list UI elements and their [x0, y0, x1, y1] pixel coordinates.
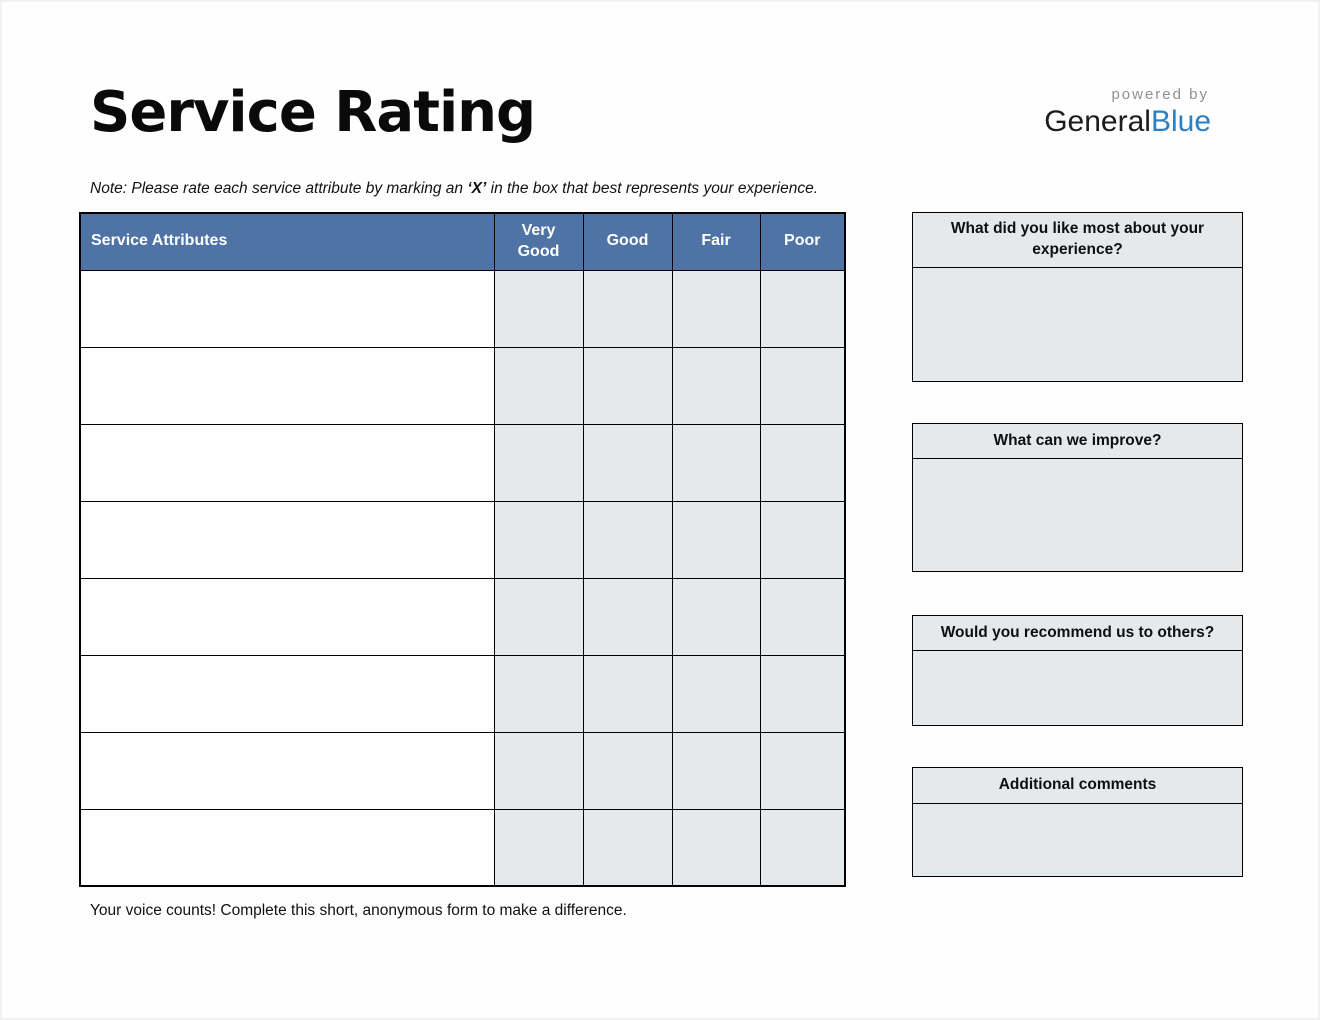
- rating-cell-very-good[interactable]: [493, 577, 584, 656]
- service-attribute-cell[interactable]: [79, 423, 495, 502]
- question-box-liked-most: What did you like most about your experi…: [912, 212, 1243, 382]
- header-very-good: Very Good: [493, 212, 584, 271]
- footer-message: Your voice counts! Complete this short, …: [90, 902, 627, 919]
- rating-cell-poor[interactable]: [759, 731, 846, 810]
- powered-by-label: powered by: [1111, 86, 1209, 103]
- table-row: [79, 500, 846, 579]
- rating-cell-good[interactable]: [582, 346, 673, 425]
- table-row: [79, 269, 846, 348]
- rating-cell-good[interactable]: [582, 577, 673, 656]
- brand-name: GeneralBlue: [1044, 105, 1211, 138]
- rating-table-body: [79, 269, 846, 887]
- rating-cell-good[interactable]: [582, 269, 673, 348]
- answer-area[interactable]: [913, 459, 1242, 571]
- rating-cell-fair[interactable]: [671, 654, 761, 733]
- question-box-improve: What can we improve?: [912, 423, 1243, 572]
- rating-cell-fair[interactable]: [671, 577, 761, 656]
- rating-cell-very-good[interactable]: [493, 346, 584, 425]
- header-fair: Fair: [671, 212, 761, 271]
- rating-cell-poor[interactable]: [759, 423, 846, 502]
- service-attribute-cell[interactable]: [79, 346, 495, 425]
- header-service-attributes: Service Attributes: [79, 212, 495, 271]
- rating-cell-very-good[interactable]: [493, 731, 584, 810]
- sidebar-questions: What did you like most about your experi…: [912, 212, 1243, 877]
- service-attribute-cell[interactable]: [79, 808, 495, 887]
- instruction-note: Note: Please rate each service attribute…: [90, 180, 818, 198]
- table-row: [79, 346, 846, 425]
- question-label: What did you like most about your experi…: [913, 213, 1242, 268]
- rating-cell-very-good[interactable]: [493, 423, 584, 502]
- rating-cell-poor[interactable]: [759, 346, 846, 425]
- rating-cell-fair[interactable]: [671, 808, 761, 887]
- service-attribute-cell[interactable]: [79, 654, 495, 733]
- rating-cell-poor[interactable]: [759, 500, 846, 579]
- table-row: [79, 731, 846, 810]
- rating-cell-good[interactable]: [582, 500, 673, 579]
- service-attribute-cell[interactable]: [79, 269, 495, 348]
- rating-cell-fair[interactable]: [671, 269, 761, 348]
- answer-area[interactable]: [913, 804, 1242, 876]
- service-attribute-cell[interactable]: [79, 731, 495, 810]
- answer-area[interactable]: [913, 651, 1242, 725]
- rating-cell-good[interactable]: [582, 423, 673, 502]
- rating-cell-very-good[interactable]: [493, 808, 584, 887]
- rating-cell-fair[interactable]: [671, 346, 761, 425]
- question-label: Additional comments: [913, 768, 1242, 804]
- note-x-marker: ‘X’: [467, 180, 487, 197]
- rating-cell-very-good[interactable]: [493, 654, 584, 733]
- question-label: Would you recommend us to others?: [913, 616, 1242, 651]
- table-row: [79, 577, 846, 656]
- rating-cell-fair[interactable]: [671, 423, 761, 502]
- question-box-recommend: Would you recommend us to others?: [912, 615, 1243, 726]
- header-poor: Poor: [759, 212, 846, 271]
- rating-cell-fair[interactable]: [671, 731, 761, 810]
- table-header-row: Service Attributes Very Good Good Fair P…: [79, 212, 846, 271]
- rating-cell-poor[interactable]: [759, 808, 846, 887]
- header-good: Good: [582, 212, 673, 271]
- table-row: [79, 423, 846, 502]
- service-rating-table: Service Attributes Very Good Good Fair P…: [79, 212, 846, 887]
- question-box-additional-comments: Additional comments: [912, 767, 1243, 877]
- rating-cell-poor[interactable]: [759, 654, 846, 733]
- brand-logo: powered by GeneralBlue: [1044, 86, 1211, 138]
- note-prefix: Note: Please rate each service attribute…: [90, 180, 468, 197]
- rating-cell-very-good[interactable]: [493, 269, 584, 348]
- note-suffix: in the box that best represents your exp…: [486, 180, 819, 197]
- brand-name-blue: Blue: [1150, 105, 1211, 138]
- rating-cell-good[interactable]: [582, 808, 673, 887]
- rating-cell-poor[interactable]: [759, 577, 846, 656]
- rating-cell-very-good[interactable]: [493, 500, 584, 579]
- table-row: [79, 654, 846, 733]
- rating-cell-fair[interactable]: [671, 500, 761, 579]
- rating-cell-good[interactable]: [582, 654, 673, 733]
- rating-cell-poor[interactable]: [759, 269, 846, 348]
- page-title: Service Rating: [90, 80, 536, 145]
- brand-name-dark: General: [1044, 105, 1151, 138]
- answer-area[interactable]: [913, 268, 1242, 381]
- service-attribute-cell[interactable]: [79, 577, 495, 656]
- table-row: [79, 808, 846, 887]
- rating-cell-good[interactable]: [582, 731, 673, 810]
- question-label: What can we improve?: [913, 424, 1242, 459]
- service-attribute-cell[interactable]: [79, 500, 495, 579]
